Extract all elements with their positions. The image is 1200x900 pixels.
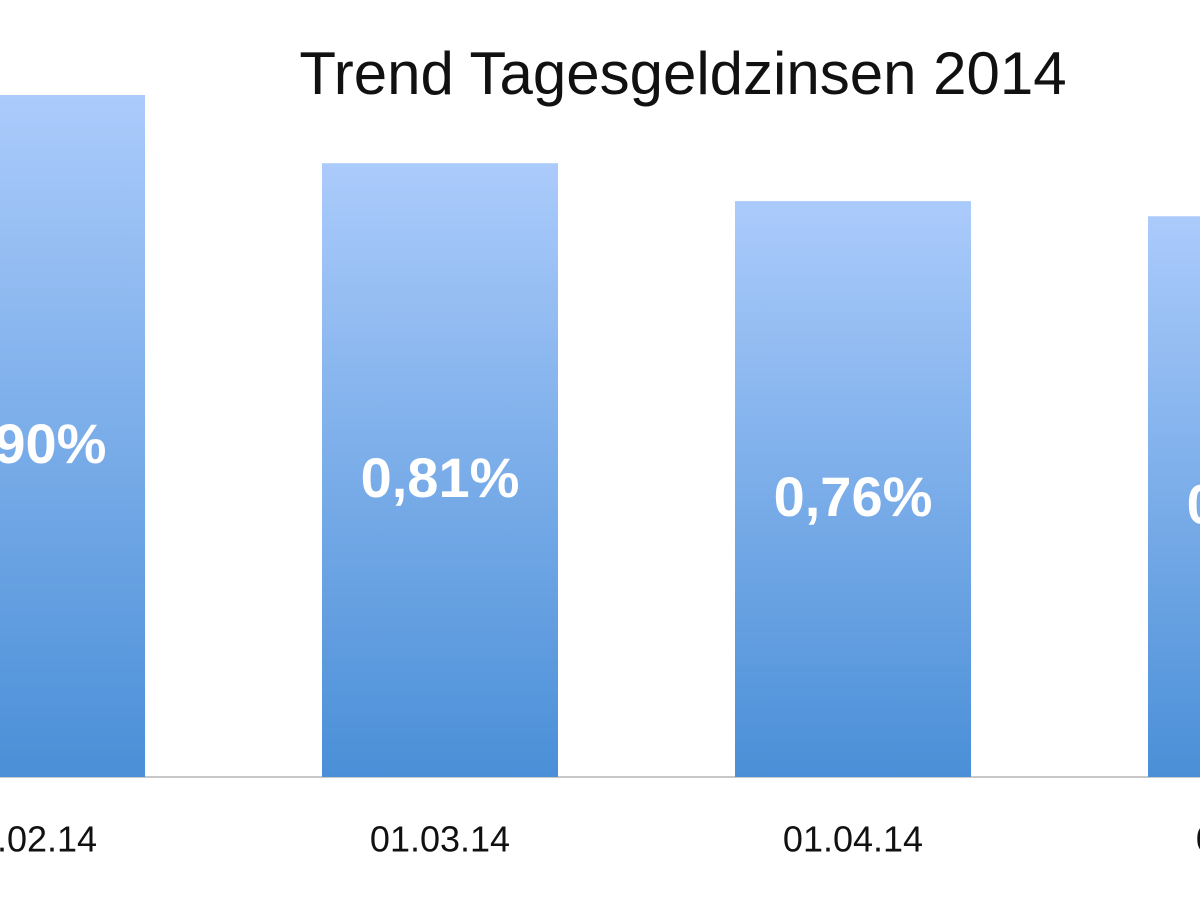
value-label: 0,81%: [361, 446, 520, 509]
bar: [322, 163, 558, 777]
bar: [0, 95, 145, 777]
bar: [735, 201, 971, 778]
bar: [1148, 216, 1200, 777]
value-label: 0,76%: [774, 465, 933, 528]
x-tick-label: 01.03.14: [370, 819, 510, 860]
x-tick-label: 01.02.14: [0, 819, 97, 860]
chart-title: Trend Tagesgeldzinsen 2014: [299, 40, 1066, 107]
value-label: 0,90%: [0, 412, 106, 475]
x-tick-label: 01.05.14: [1196, 819, 1200, 860]
value-label: 0,74%: [1187, 472, 1200, 535]
x-tick-label: 01.04.14: [783, 819, 923, 860]
